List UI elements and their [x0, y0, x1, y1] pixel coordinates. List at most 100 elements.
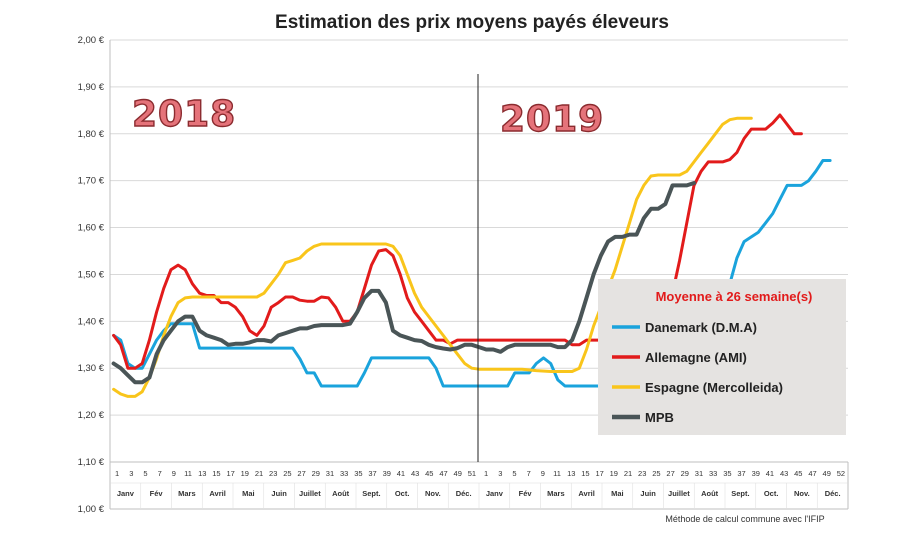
month-label: Mai — [242, 489, 255, 498]
week-tick-label: 47 — [808, 469, 816, 478]
legend-label: Allemagne (AMI) — [645, 350, 747, 365]
month-label: Mai — [611, 489, 624, 498]
week-tick-label: 19 — [241, 469, 249, 478]
year-label-2019: 2019 — [500, 99, 604, 140]
week-tick-label: 49 — [454, 469, 462, 478]
week-tick-label: 1 — [115, 469, 119, 478]
week-tick-label: 9 — [541, 469, 545, 478]
week-tick-label: 49 — [823, 469, 831, 478]
month-label: Avril — [209, 489, 225, 498]
month-label: Nov. — [794, 489, 810, 498]
week-tick-label: 27 — [666, 469, 674, 478]
week-tick-label: 25 — [283, 469, 291, 478]
week-tick-label: 7 — [158, 469, 162, 478]
week-tick-label: 33 — [709, 469, 717, 478]
week-tick-label: 51 — [468, 469, 476, 478]
legend-label: Espagne (Mercolleida) — [645, 380, 783, 395]
week-tick-label: 45 — [425, 469, 433, 478]
week-tick-label: 41 — [766, 469, 774, 478]
week-tick-label: 9 — [172, 469, 176, 478]
month-label: Oct. — [764, 489, 779, 498]
week-tick-label: 39 — [752, 469, 760, 478]
week-tick-label: 25 — [652, 469, 660, 478]
week-tick-label: 5 — [512, 469, 516, 478]
y-tick-label: 1,40 € — [78, 316, 105, 327]
month-label: Juillet — [668, 489, 690, 498]
week-tick-label: 1 — [484, 469, 488, 478]
week-tick-label: 52 — [837, 469, 845, 478]
series-group — [111, 113, 832, 398]
y-tick-label: 1,90 € — [78, 82, 105, 93]
week-tick-label: 5 — [143, 469, 147, 478]
week-tick-label: 39 — [383, 469, 391, 478]
month-label: Janv — [117, 489, 135, 498]
y-tick-label: 1,30 € — [78, 363, 105, 374]
week-tick-label: 37 — [368, 469, 376, 478]
year-label-2018: 2018 — [132, 94, 236, 135]
week-tick-label: 15 — [212, 469, 220, 478]
month-label: Sept. — [362, 489, 380, 498]
week-tick-label: 13 — [567, 469, 575, 478]
y-tick-label: 1,10 € — [78, 457, 105, 468]
method-note: Méthode de calcul commune avec l'IFIP — [665, 514, 824, 524]
legend-label: Danemark (D.M.A) — [645, 320, 757, 335]
month-label: Oct. — [395, 489, 410, 498]
x-axis: 1 3 5 7 9 11 13 15 17 19 21 23 25 27 29 31 33 35 37 39 41 43 4… — [109, 40, 849, 510]
week-tick-label: 21 — [624, 469, 632, 478]
month-label: Mars — [178, 489, 196, 498]
month-label: Fév — [519, 489, 533, 498]
week-tick-label: 17 — [595, 469, 603, 478]
week-tick-label: 17 — [226, 469, 234, 478]
y-tick-label: 2,00 € — [78, 35, 105, 46]
y-tick-label: 1,50 € — [78, 269, 105, 280]
week-tick-label: 31 — [695, 469, 703, 478]
week-tick-label: 11 — [553, 469, 561, 478]
week-tick-label: 35 — [723, 469, 731, 478]
week-tick-label: 11 — [184, 469, 192, 478]
week-tick-label: 23 — [638, 469, 646, 478]
week-tick-label: 31 — [326, 469, 334, 478]
y-tick-label: 1,60 € — [78, 223, 105, 234]
week-tick-label: 29 — [681, 469, 689, 478]
month-label: Janv — [486, 489, 504, 498]
legend: Moyenne à 26 semaine(s) Danemark (D.M.A)… — [598, 279, 846, 435]
week-tick-label: 13 — [198, 469, 206, 478]
y-tick-label: 1,00 € — [78, 504, 105, 515]
week-tick-label: 27 — [297, 469, 305, 478]
series-line-3 — [112, 116, 753, 398]
month-label: Déc. — [456, 489, 472, 498]
y-tick-label: 1,80 € — [78, 129, 105, 140]
week-tick-label: 19 — [610, 469, 618, 478]
month-label: Août — [701, 489, 719, 498]
week-tick-label: 21 — [255, 469, 263, 478]
grid — [110, 39, 848, 463]
week-tick-label: 3 — [129, 469, 133, 478]
series-line-4 — [111, 181, 696, 385]
week-tick-label: 29 — [312, 469, 320, 478]
week-tick-label: 15 — [581, 469, 589, 478]
week-tick-label: 3 — [498, 469, 502, 478]
month-label: Déc. — [825, 489, 841, 498]
week-tick-label: 37 — [737, 469, 745, 478]
legend-title: Moyenne à 26 semaine(s) — [656, 289, 813, 304]
week-tick-label: 41 — [397, 469, 405, 478]
y-tick-label: 1,70 € — [78, 176, 105, 187]
month-label: Fév — [150, 489, 164, 498]
chart-title: Estimation des prix moyens payés éleveur… — [275, 12, 669, 33]
month-label: Août — [332, 489, 350, 498]
month-label: Juin — [640, 489, 656, 498]
month-label: Juillet — [299, 489, 321, 498]
week-tick-label: 43 — [780, 469, 788, 478]
week-tick-label: 23 — [269, 469, 277, 478]
week-tick-label: 35 — [354, 469, 362, 478]
month-label: Sept. — [731, 489, 749, 498]
week-tick-label: 47 — [439, 469, 447, 478]
month-label: Mars — [547, 489, 565, 498]
month-label: Avril — [578, 489, 594, 498]
week-tick-label: 43 — [411, 469, 419, 478]
legend-label: MPB — [645, 410, 674, 425]
month-label: Nov. — [425, 489, 441, 498]
week-tick-label: 33 — [340, 469, 348, 478]
y-axis: 1,10 € 1,20 € 1,30 € 1,40 € 1,50 € 1,60 € 1,70… — [78, 35, 105, 515]
